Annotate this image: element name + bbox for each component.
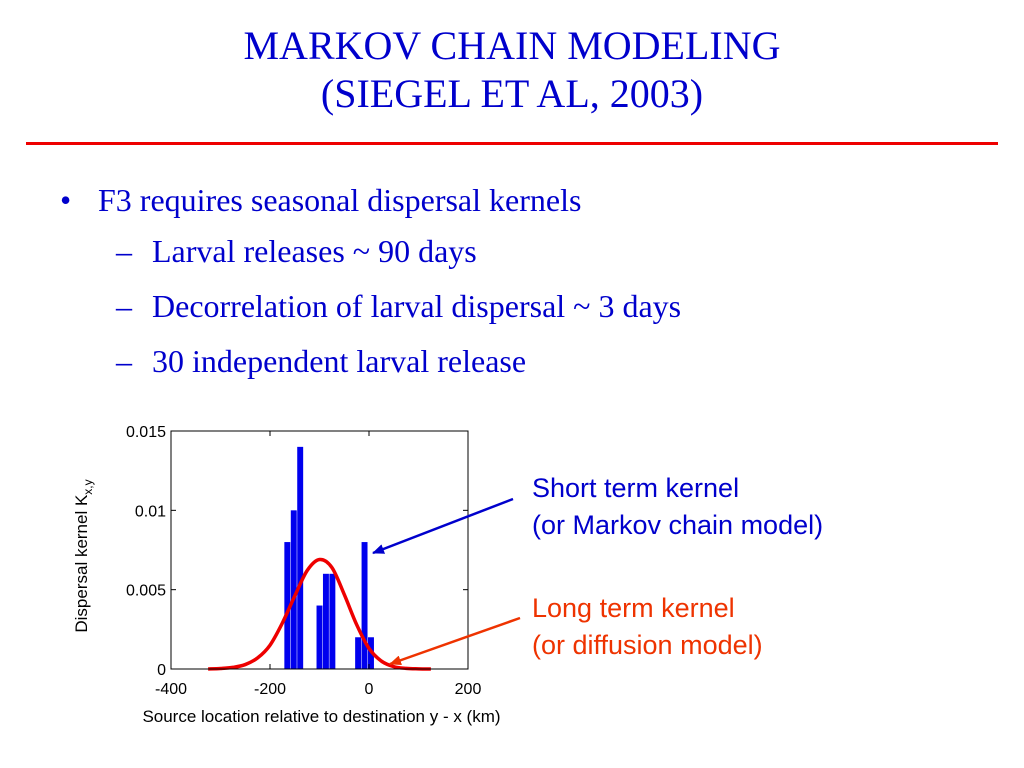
title-divider bbox=[26, 142, 998, 145]
y-tick-label: 0.01 bbox=[135, 503, 166, 520]
sub-bullet-item: – Larval releases ~ 90 days bbox=[116, 224, 1000, 279]
bar bbox=[316, 605, 323, 669]
bar bbox=[322, 573, 329, 669]
short-term-label: Short term kernel bbox=[532, 473, 740, 503]
y-tick-label: 0 bbox=[157, 662, 166, 679]
axes: -400 -200 0 200 0 0.005 0.01 0.015 bbox=[126, 424, 481, 698]
long-term-annotation: Long term kernel (or diffusion model) bbox=[532, 590, 763, 664]
bar bbox=[284, 542, 291, 669]
bullet-marker: • bbox=[60, 182, 72, 218]
y-axis-label-subscript: x,y bbox=[81, 479, 95, 494]
sub-bullet-item: – 30 independent larval release bbox=[116, 334, 1000, 389]
long-term-label: Long term kernel bbox=[532, 593, 735, 623]
bullet-list: • F3 requires seasonal dispersal kernels… bbox=[60, 176, 1000, 389]
title-line-1: MARKOV CHAIN MODELING bbox=[243, 23, 781, 68]
y-tick-label: 0.005 bbox=[126, 583, 166, 600]
x-tick-label: -200 bbox=[254, 681, 286, 698]
bar bbox=[290, 510, 297, 669]
sub-bullet-marker: – bbox=[116, 233, 132, 269]
sub-bullet-marker: – bbox=[116, 343, 132, 379]
dispersal-kernel-chart: -400 -200 0 200 0 0.005 0.01 0.015 Source locat… bbox=[72, 424, 501, 726]
x-tick-label: 0 bbox=[365, 681, 374, 698]
x-tick-label: -400 bbox=[155, 681, 187, 698]
short-term-annotation: Short term kernel (or Markov chain model… bbox=[532, 470, 823, 544]
bullet-text: F3 requires seasonal dispersal kernels bbox=[98, 182, 582, 218]
sub-bullet-text: Decorrelation of larval dispersal ~ 3 da… bbox=[152, 288, 682, 324]
sub-bullet-item: – Decorrelation of larval dispersal ~ 3 … bbox=[116, 279, 1000, 334]
y-axis-label-main: Dispersal kernel K bbox=[72, 494, 91, 633]
long-term-sublabel: (or diffusion model) bbox=[532, 630, 763, 660]
bar bbox=[329, 573, 336, 669]
bar bbox=[297, 446, 304, 669]
short-term-sublabel: (or Markov chain model) bbox=[532, 510, 824, 540]
x-tick-label: 200 bbox=[455, 681, 482, 698]
sub-bullet-marker: – bbox=[116, 288, 132, 324]
y-axis-label: Dispersal kernel Kx,y bbox=[72, 479, 95, 632]
bar bbox=[355, 637, 362, 669]
sub-bullet-text: Larval releases ~ 90 days bbox=[152, 233, 477, 269]
title-line-2: (SIEGEL ET AL, 2003) bbox=[320, 71, 704, 116]
slide-title: MARKOV CHAIN MODELING (SIEGEL ET AL, 200… bbox=[0, 22, 1024, 118]
x-axis-label: Source location relative to destination … bbox=[142, 707, 500, 726]
diffusion-curve bbox=[208, 557, 431, 671]
y-tick-label: 0.015 bbox=[126, 424, 166, 441]
sub-bullet-text: 30 independent larval release bbox=[152, 343, 527, 379]
bar bbox=[361, 542, 368, 669]
bullet-item: • F3 requires seasonal dispersal kernels bbox=[60, 176, 1000, 224]
